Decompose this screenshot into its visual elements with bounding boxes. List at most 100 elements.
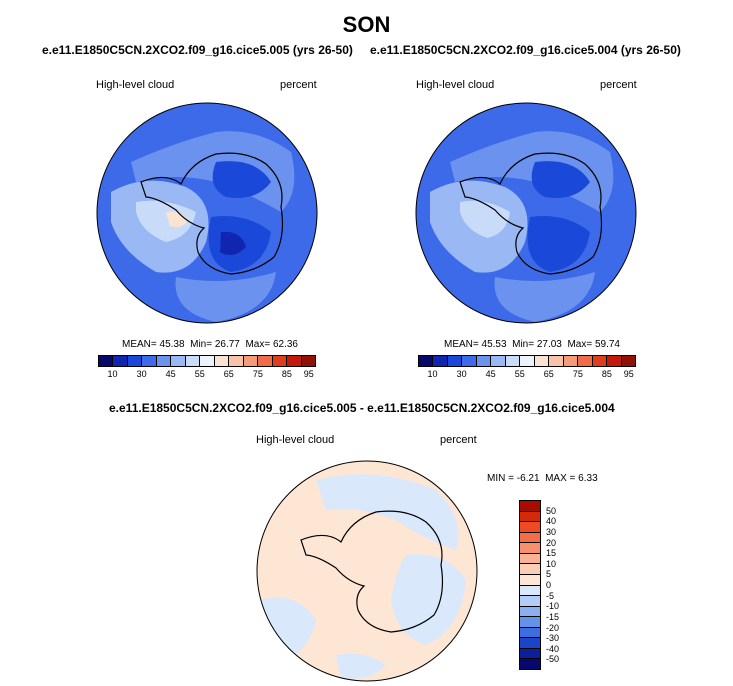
diff-colorbar-swatch	[520, 532, 540, 544]
panel1-map	[96, 102, 318, 324]
panel2-colorbar-swatch	[419, 356, 434, 366]
panel1-colorbar-tick-label: 10	[107, 369, 118, 379]
diff-colorbar-tick-label: 15	[546, 548, 557, 559]
panel1-variable-label: High-level cloud	[96, 79, 175, 91]
panel1-cloud-shading	[136, 200, 196, 242]
diff-colorbar-swatch	[520, 638, 540, 649]
panel2-colorbar: 10 30 45 55 65 75 85 95	[418, 355, 636, 385]
panel1-colorbar-swatch	[113, 356, 128, 366]
panel2-colorbar-swatch	[520, 356, 535, 366]
diff-colorbar-swatch	[520, 585, 540, 597]
panel1-min-label: Min=	[190, 339, 213, 350]
panel1-colorbar-tick-label: 75	[252, 369, 263, 379]
panel1-units-label: percent	[280, 79, 317, 91]
panel2-colorbar-tick-label: 65	[543, 369, 554, 379]
diff-colorbar-swatch	[520, 522, 540, 533]
panel2-colorbar-swatch	[447, 356, 463, 366]
panel2-colorbar-swatch	[592, 356, 608, 366]
panel2-colorbar-swatch	[476, 356, 492, 366]
diff-map-boundary	[256, 460, 478, 682]
panel2-colorbar-swatches	[418, 355, 636, 367]
panel2-colorbar-swatch	[578, 356, 593, 366]
panel2-colorbar-tick-label: 10	[427, 369, 438, 379]
panel2-colorbar-swatch	[505, 356, 521, 366]
panel2-map	[415, 102, 637, 324]
diff-colorbar-swatch	[520, 543, 540, 554]
diff-colorbar-swatch	[520, 627, 540, 639]
panel2-cloud-shading	[494, 272, 595, 322]
panel2-mean-value: 45.53	[481, 339, 507, 350]
panel2-colorbar-tick-label: 55	[514, 369, 525, 379]
panel1-cloud-shading	[175, 272, 276, 322]
diff-colorbar-tick-label: 0	[546, 580, 552, 590]
diff-colorbar-tick-label: -20	[546, 622, 560, 633]
diff-map	[256, 460, 478, 682]
diff-colorbar-tick-label: 20	[546, 537, 557, 548]
panel1-colorbar-tick-label: 45	[165, 369, 176, 379]
panel1-colorbar-tick-label: 65	[223, 369, 234, 379]
panel1-cloud-shading	[166, 211, 188, 228]
panel1-mean-label: MEAN=	[122, 339, 157, 350]
panel2-colorbar-swatch	[621, 356, 636, 366]
panel1-colorbar-swatch	[214, 356, 230, 366]
diff-colorbar-tick-label: 5	[546, 569, 552, 580]
diff-stats: MIN = -6.21 MAX = 6.33	[487, 473, 598, 484]
diff-colorbar-swatch	[520, 659, 540, 669]
diff-negative-field	[391, 554, 466, 645]
panel1-mean-value: 45.38	[159, 339, 185, 350]
panel1-cloud-shading	[212, 161, 271, 198]
diff-colorbar-swatch	[520, 564, 540, 575]
panel2-colorbar-swatch	[534, 356, 550, 366]
panel1-colorbar-tick-label: 30	[136, 369, 147, 379]
panel2-colorbar-tick-label: 45	[485, 369, 496, 379]
panel1-colorbar-swatch	[301, 356, 316, 366]
diff-colorbar-swatch	[520, 574, 540, 586]
panel1-case-title: e.e11.E1850C5CN.2XCO2.f09_g16.cice5.005 …	[42, 43, 353, 57]
panel2-cloud-shading	[527, 216, 590, 272]
panel2-stats: MEAN= 45.53 Min= 27.03 Max= 59.74	[444, 339, 620, 350]
panel2-variable-label: High-level cloud	[416, 79, 495, 91]
diff-min-label: MIN =	[487, 473, 514, 484]
diff-colorbar	[519, 500, 541, 670]
panel1-colorbar-tick-label: 55	[194, 369, 205, 379]
diff-colorbar-swatch	[520, 553, 540, 565]
diff-units-label: percent	[440, 434, 477, 446]
diff-colorbar-swatch	[520, 596, 540, 607]
panel1-cloud-shading	[220, 231, 246, 256]
panel1-colorbar: 10 30 45 55 65 75 85 95	[98, 355, 316, 385]
panel2-colorbar-tick-label: 75	[572, 369, 583, 379]
panel1-stats: MEAN= 45.38 Min= 26.77 Max= 62.36	[122, 339, 298, 350]
diff-min-value: -6.21	[516, 473, 540, 484]
diff-colorbar-tick-label: 30	[546, 526, 557, 537]
diff-antarctica-coastline	[300, 510, 444, 633]
panel1-colorbar-swatch	[272, 356, 288, 366]
panel2-colorbar-swatch	[549, 356, 564, 366]
panel2-antarctica-coastline	[459, 152, 603, 275]
panel2-max-value: 59.74	[594, 339, 620, 350]
panel1-colorbar-swatch	[258, 356, 273, 366]
panel1-colorbar-swatch	[99, 356, 114, 366]
panel2-colorbar-tick-label: 30	[456, 369, 467, 379]
diff-colorbar-tick-label: -10	[546, 601, 560, 612]
panel1-colorbar-swatch	[142, 356, 157, 366]
diff-case-title: e.e11.E1850C5CN.2XCO2.f09_g16.cice5.005 …	[109, 401, 615, 415]
panel2-cloud-shading	[531, 161, 590, 198]
diff-colorbar-tick-label: 10	[546, 558, 557, 569]
panel1-colorbar-tick-label: 95	[303, 369, 314, 379]
diff-colorbar-swatch	[520, 617, 540, 628]
diff-colorbar-swatch	[520, 648, 540, 660]
diff-max-label: MAX =	[545, 473, 576, 484]
diff-max-value: 6.33	[578, 473, 598, 484]
panel1-colorbar-swatch	[171, 356, 186, 366]
diff-colorbar-tick-label: -40	[546, 643, 560, 654]
panel2-colorbar-swatch	[563, 356, 579, 366]
diff-negative-field	[336, 653, 386, 679]
panel1-colorbar-swatch	[185, 356, 201, 366]
figure-title: SON	[342, 12, 391, 37]
diff-negative-field	[316, 474, 459, 550]
panel2-mean-label: MEAN=	[444, 339, 479, 350]
panel2-colorbar-swatch	[462, 356, 477, 366]
panel1-colorbar-swatch	[156, 356, 172, 366]
panel1-colorbar-swatch	[200, 356, 215, 366]
panel1-colorbar-swatch	[229, 356, 244, 366]
